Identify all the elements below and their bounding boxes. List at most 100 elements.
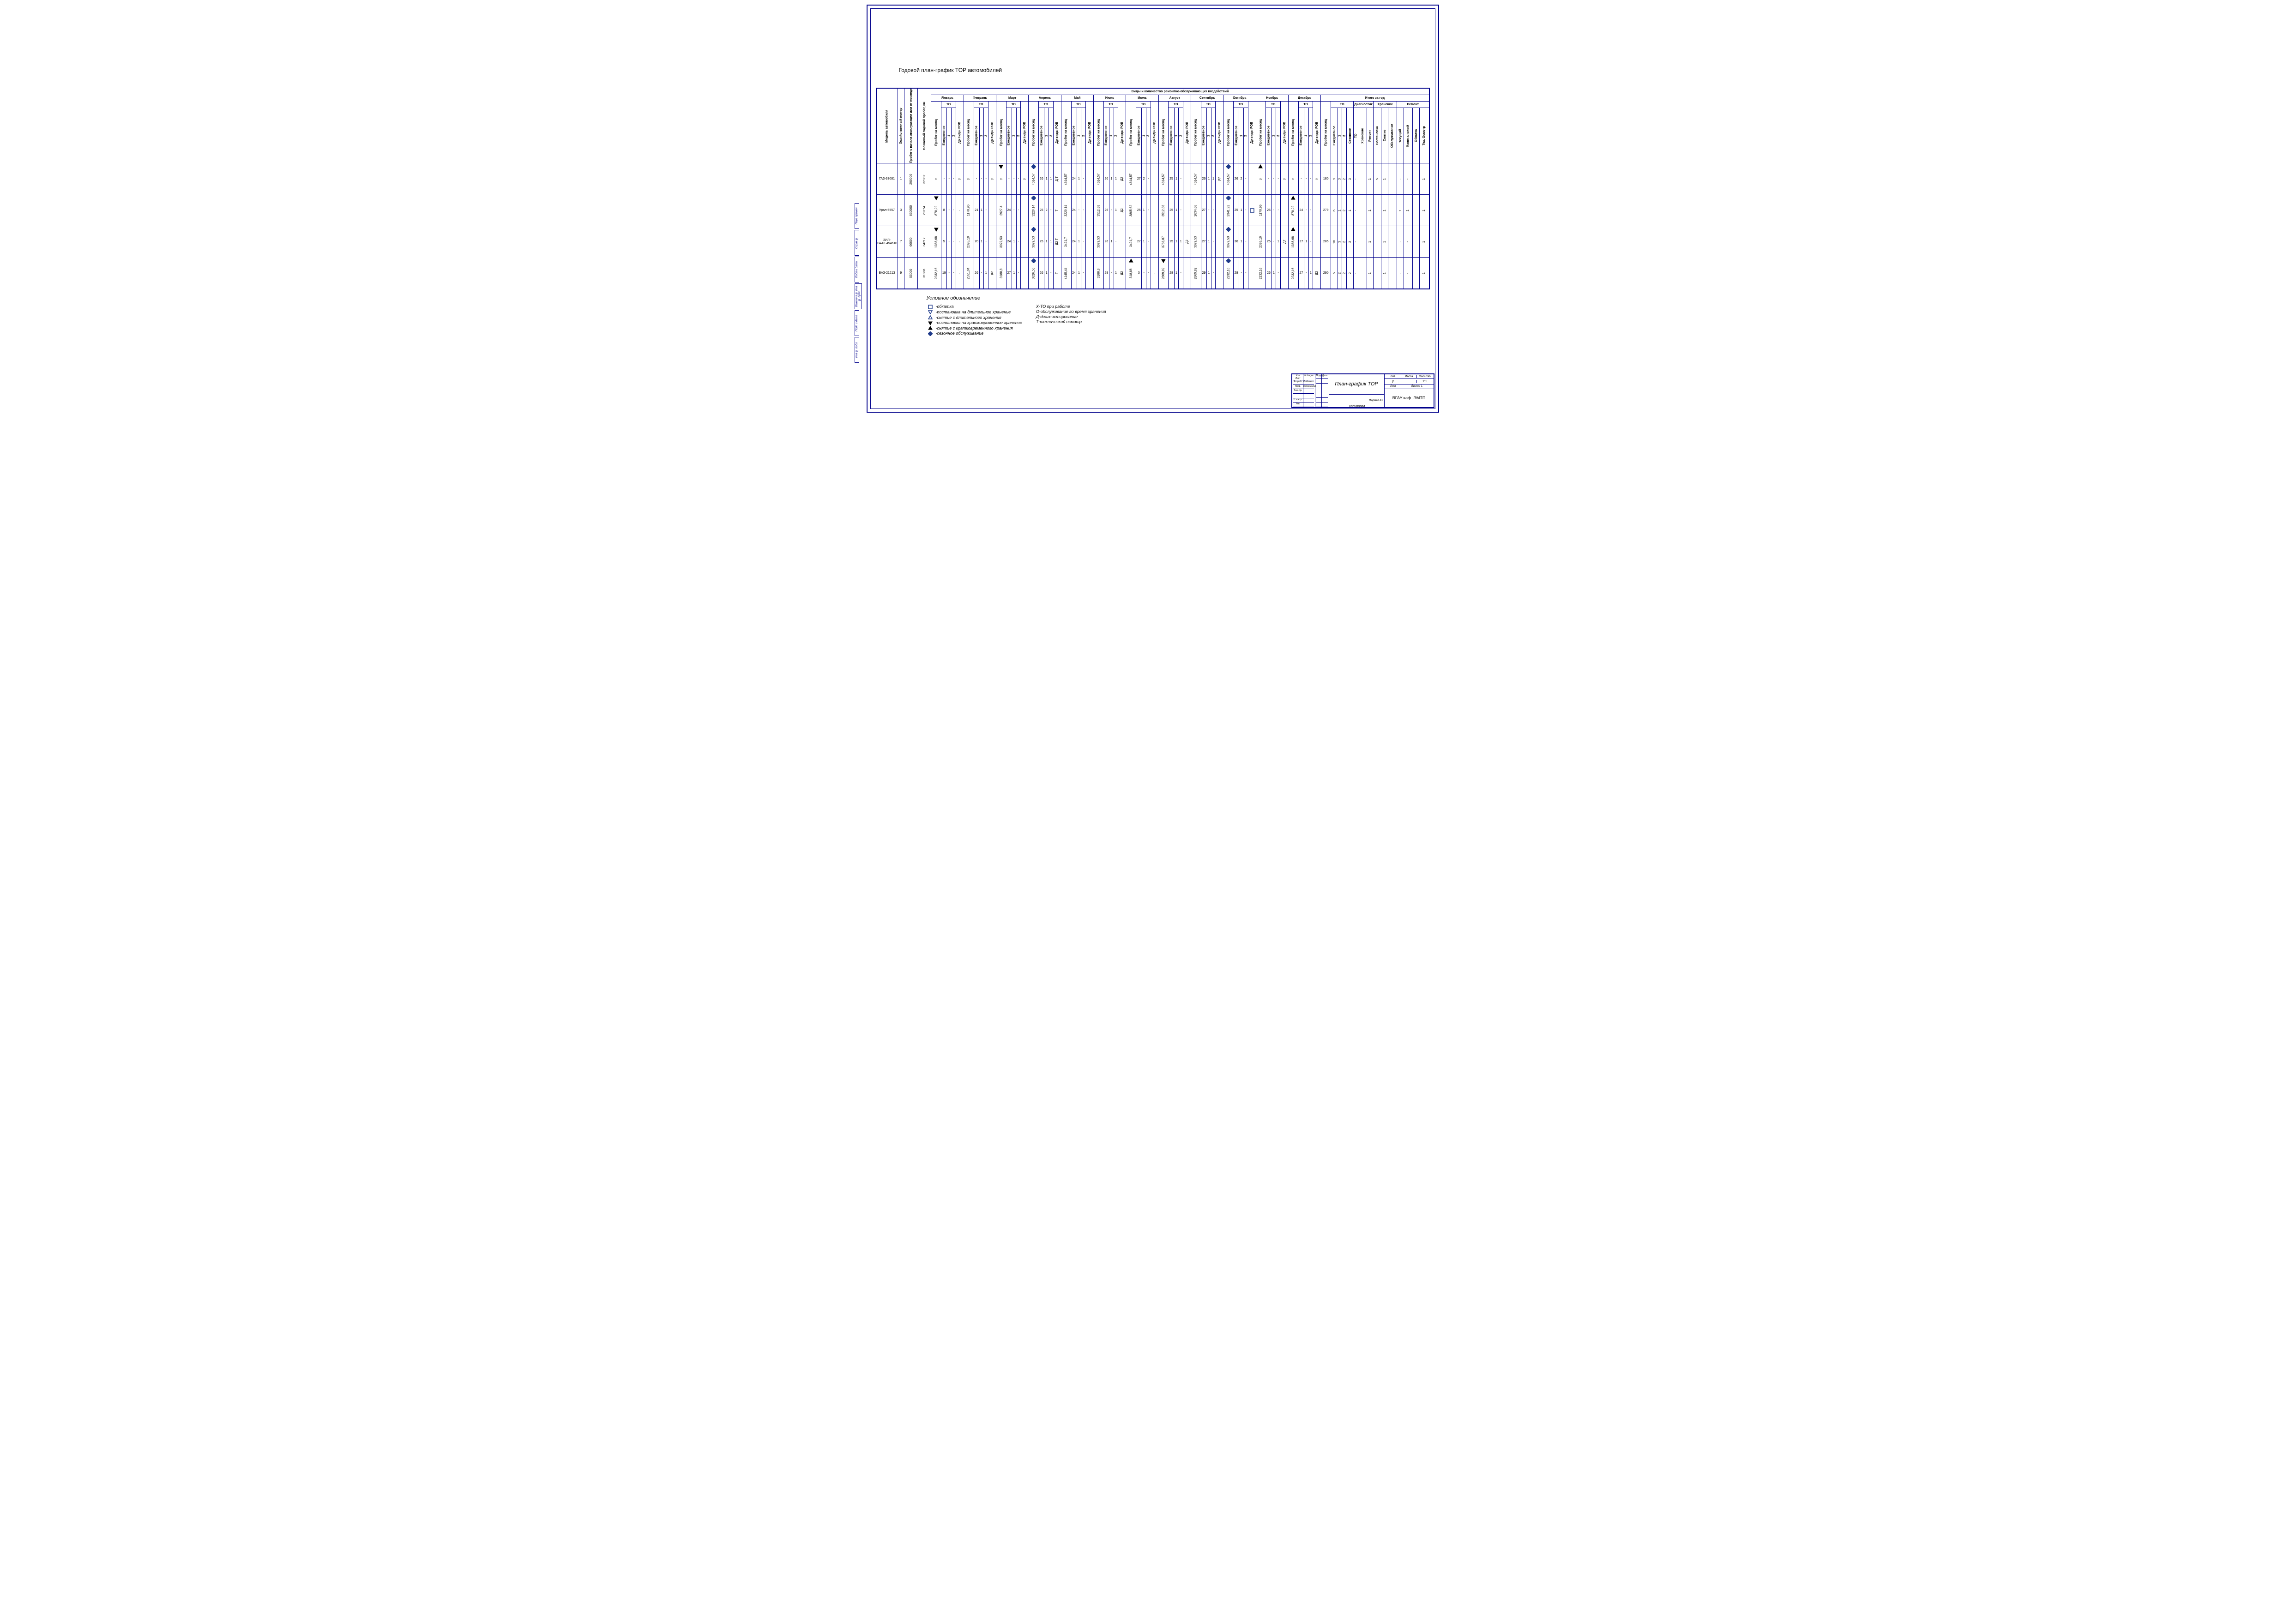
- month-e: 27: [1006, 258, 1012, 289]
- month-e: -: [974, 163, 979, 195]
- month-drov: Т: [1053, 195, 1061, 226]
- year-cell: 1: [1419, 258, 1429, 289]
- month-header: Декабрь: [1288, 95, 1320, 102]
- month-pm: 0: [931, 163, 941, 195]
- month-drov: [1183, 163, 1191, 195]
- month-drov: [1151, 163, 1158, 195]
- col-subheader: Др виды РОВ: [1053, 102, 1061, 163]
- month-drov: -: [956, 258, 964, 289]
- month-pm: 3421,7: [1061, 226, 1071, 258]
- year-cell: -: [1404, 163, 1412, 195]
- month-to2: -: [1081, 163, 1086, 195]
- month-to2: -: [952, 258, 956, 289]
- model-cell: ВАЗ-21213: [876, 258, 898, 289]
- month-to2: -: [952, 163, 956, 195]
- year-cell: [1413, 195, 1420, 226]
- col-subheader: Тех. Осмотр: [1419, 108, 1429, 163]
- binding-tab: Инв № подл: [855, 337, 859, 363]
- month-e: 5: [941, 226, 947, 258]
- month-to2: 1: [1049, 226, 1054, 258]
- month-e: 24: [1006, 226, 1012, 258]
- month-pm: 2634,66: [1191, 195, 1201, 226]
- year-cell: 1: [1419, 195, 1429, 226]
- month-e: 26: [1103, 195, 1109, 226]
- month-to1: -: [1142, 258, 1146, 289]
- col-subheader: 1: [1109, 108, 1114, 163]
- month-to2: -: [1179, 258, 1183, 289]
- month-to2: 1: [1179, 226, 1183, 258]
- col-subheader: Ежедневное: [974, 108, 979, 163]
- month-to1: 1: [1272, 258, 1276, 289]
- year-cell: -: [1397, 226, 1404, 258]
- month-to2: -: [1211, 226, 1216, 258]
- month-pm: 318,88: [1126, 258, 1136, 289]
- month-to2: -: [1081, 195, 1086, 226]
- month-pm: 878,22: [1288, 195, 1298, 226]
- month-to1: -: [947, 258, 952, 289]
- col-subheader: Ежедневное: [1071, 108, 1077, 163]
- month-pm: 2927,4: [996, 195, 1006, 226]
- month-drov: -: [956, 195, 964, 226]
- month-drov: [1216, 258, 1223, 289]
- month-to2: -: [1308, 195, 1313, 226]
- month-e: 27: [1201, 226, 1206, 258]
- month-to2: -: [1049, 195, 1054, 226]
- year-group: Хранение: [1374, 102, 1397, 108]
- month-pm: 4614,57: [1029, 163, 1039, 195]
- month-to2: -: [1049, 258, 1054, 289]
- month-drov: Д2: [1118, 258, 1126, 289]
- month-pm: 3220,14: [1061, 195, 1071, 226]
- col-subheader: Ежедневное: [1136, 108, 1142, 163]
- month-drov: [1086, 163, 1094, 195]
- legend-col-symbols: -обкатка-постановка на длительное хранен…: [927, 304, 1022, 336]
- month-e: 26: [1039, 163, 1044, 195]
- month-to1: -: [1109, 195, 1114, 226]
- month-pm: 2551,04: [964, 258, 974, 289]
- probeg-start: 650000: [904, 195, 918, 226]
- year-cell: 1: [1381, 163, 1388, 195]
- month-pm: 4614,57: [1094, 163, 1104, 195]
- month-pm: 4614,57: [1191, 163, 1201, 195]
- month-to2: -: [952, 195, 956, 226]
- month-e: 8: [941, 195, 947, 226]
- month-drov: [1086, 258, 1094, 289]
- col-subheader: Пробег на месяц: [964, 102, 974, 163]
- month-to2: 1: [1114, 163, 1118, 195]
- month-header: Сентябрь: [1191, 95, 1223, 102]
- year-cell: 3: [1347, 226, 1354, 258]
- month-to2: -: [984, 195, 988, 226]
- month-to1: 1: [1174, 195, 1179, 226]
- col-subheader: Др виды РОВ: [1086, 102, 1094, 163]
- month-pm: 2232,16: [1256, 258, 1266, 289]
- month-drov: -: [1151, 258, 1158, 289]
- header-top: Виды и количество ремонтно-обслуживающих…: [931, 89, 1429, 95]
- year-cell: 2: [1342, 226, 1347, 258]
- col-subheader: Др виды РОВ: [1151, 102, 1158, 163]
- col-subheader: Пробег на месяц: [1158, 102, 1169, 163]
- month-pm: 3188,8: [1094, 258, 1104, 289]
- num-cell: 3: [898, 195, 904, 226]
- month-e: 25: [1169, 163, 1174, 195]
- month-e: 25: [1169, 226, 1174, 258]
- year-cell: -: [1353, 195, 1359, 226]
- month-to1: -: [979, 258, 984, 289]
- month-to2: -: [1308, 163, 1313, 195]
- legend-code: Х-ТО при работе: [1036, 304, 1106, 309]
- month-e: -: [1266, 163, 1272, 195]
- month-e: 3: [1136, 258, 1142, 289]
- month-e: 25: [1266, 195, 1272, 226]
- col-subheader: 2: [1308, 108, 1313, 163]
- month-pm: 1170,96: [964, 195, 974, 226]
- month-drov: [1021, 195, 1029, 226]
- month-pm: 2341,92: [1223, 195, 1234, 226]
- month-drov: [1281, 195, 1289, 226]
- schedule-table: Модель автомобиляХозяйственный номерПроб…: [876, 88, 1430, 289]
- col-subheader: Ежедневное: [1234, 108, 1239, 163]
- col-subheader: Др виды РОВ: [1118, 102, 1126, 163]
- legend-title: Условное обозначение: [927, 295, 1120, 301]
- binding-tab: Взам инв № Инв № дубл: [855, 283, 862, 309]
- month-e: 27: [1201, 195, 1206, 226]
- month-drov: [1151, 226, 1158, 258]
- col-subheader: Ежедневное: [1331, 108, 1338, 163]
- col-header: Хозяйственный номер: [898, 89, 904, 163]
